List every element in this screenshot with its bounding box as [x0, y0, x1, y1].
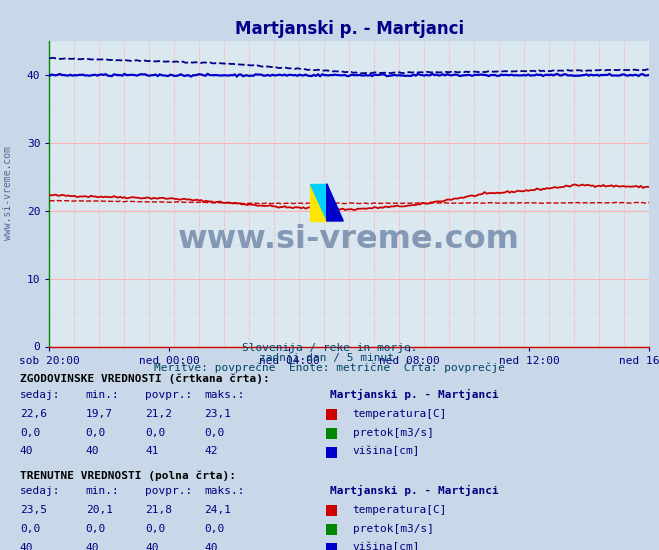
Text: 40: 40: [204, 542, 217, 550]
Text: višina[cm]: višina[cm]: [353, 446, 420, 456]
Text: sedaj:: sedaj:: [20, 390, 60, 400]
Polygon shape: [327, 184, 343, 221]
Text: 19,7: 19,7: [86, 409, 113, 419]
Text: ZGODOVINSKE VREDNOSTI (črtkana črta):: ZGODOVINSKE VREDNOSTI (črtkana črta):: [20, 374, 270, 384]
Text: min.:: min.:: [86, 486, 119, 497]
Text: 20,1: 20,1: [86, 505, 113, 515]
Text: sedaj:: sedaj:: [20, 486, 60, 497]
Text: 0,0: 0,0: [20, 524, 40, 534]
Text: 42: 42: [204, 446, 217, 456]
Text: Martjanski p. - Martjanci: Martjanski p. - Martjanci: [330, 486, 498, 497]
Text: 23,1: 23,1: [204, 409, 231, 419]
Text: povpr.:: povpr.:: [145, 486, 192, 497]
Text: Martjanski p. - Martjanci: Martjanski p. - Martjanci: [330, 389, 498, 400]
Text: Slovenija / reke in morje.: Slovenija / reke in morje.: [242, 343, 417, 353]
Text: 23,5: 23,5: [20, 505, 47, 515]
Text: min.:: min.:: [86, 390, 119, 400]
Text: maks.:: maks.:: [204, 486, 244, 497]
Text: pretok[m3/s]: pretok[m3/s]: [353, 427, 434, 438]
Text: 0,0: 0,0: [145, 524, 165, 534]
Text: zadnji dan / 5 minut.: zadnji dan / 5 minut.: [258, 353, 401, 363]
Text: 0,0: 0,0: [86, 524, 106, 534]
Text: TRENUTNE VREDNOSTI (polna črta):: TRENUTNE VREDNOSTI (polna črta):: [20, 470, 236, 481]
Text: maks.:: maks.:: [204, 390, 244, 400]
Text: 0,0: 0,0: [204, 427, 225, 438]
Polygon shape: [310, 184, 327, 221]
Text: temperatura[C]: temperatura[C]: [353, 505, 447, 515]
Text: 0,0: 0,0: [145, 427, 165, 438]
Text: www.si-vreme.com: www.si-vreme.com: [179, 224, 520, 255]
Text: Meritve: povprečne  Enote: metrične  Črta: povprečje: Meritve: povprečne Enote: metrične Črta:…: [154, 361, 505, 373]
Text: povpr.:: povpr.:: [145, 390, 192, 400]
Text: 40: 40: [145, 542, 158, 550]
Text: 40: 40: [86, 542, 99, 550]
Text: 0,0: 0,0: [20, 427, 40, 438]
Text: 21,2: 21,2: [145, 409, 172, 419]
Text: 24,1: 24,1: [204, 505, 231, 515]
Text: pretok[m3/s]: pretok[m3/s]: [353, 524, 434, 534]
Text: 40: 40: [20, 446, 33, 456]
Text: 21,8: 21,8: [145, 505, 172, 515]
Text: temperatura[C]: temperatura[C]: [353, 409, 447, 419]
Text: www.si-vreme.com: www.si-vreme.com: [3, 146, 13, 239]
Text: 22,6: 22,6: [20, 409, 47, 419]
Text: 41: 41: [145, 446, 158, 456]
Title: Martjanski p. - Martjanci: Martjanski p. - Martjanci: [235, 20, 464, 38]
Text: 0,0: 0,0: [86, 427, 106, 438]
Text: 40: 40: [86, 446, 99, 456]
Text: 0,0: 0,0: [204, 524, 225, 534]
Text: 40: 40: [20, 542, 33, 550]
Polygon shape: [310, 184, 327, 221]
Text: višina[cm]: višina[cm]: [353, 542, 420, 550]
